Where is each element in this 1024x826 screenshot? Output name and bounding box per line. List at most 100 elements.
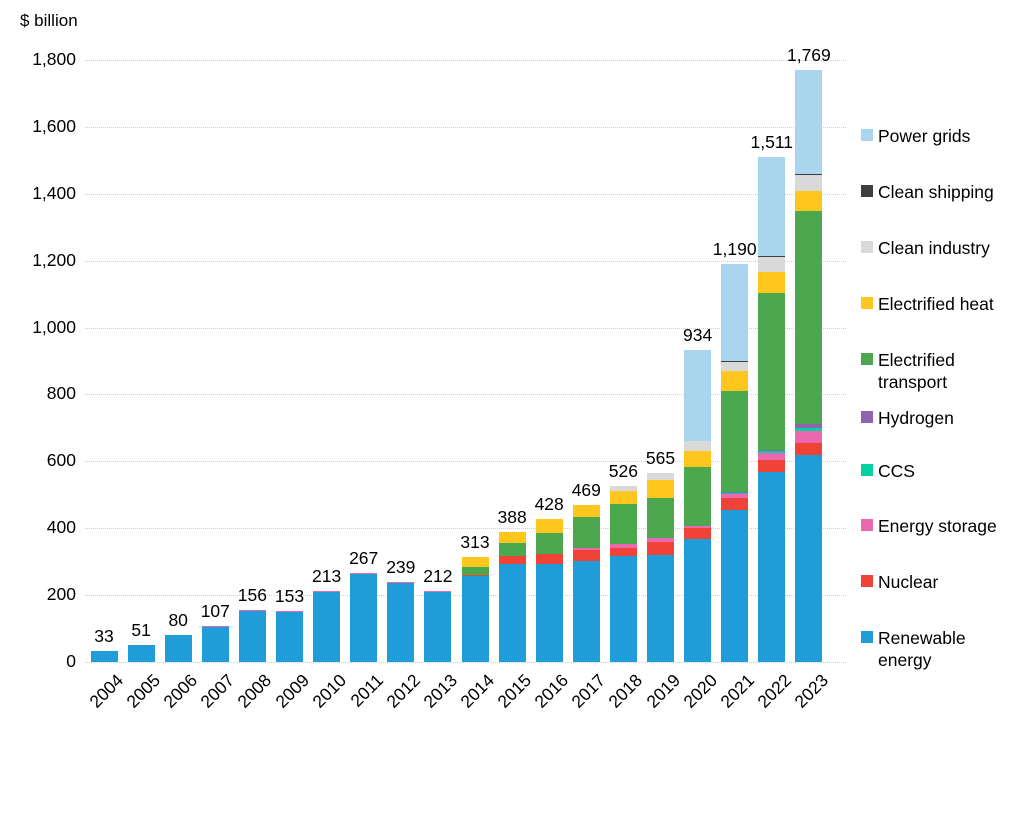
legend-item-electrified-heat: Electrified heat: [861, 293, 994, 315]
bar-segment-energy-storage: [424, 591, 452, 593]
bar-segment-ccs: [758, 450, 786, 454]
bar-segment-clean-industry: [647, 473, 674, 480]
legend-label: Clean shipping: [878, 182, 994, 202]
bar-segment-energy-storage: [313, 590, 341, 592]
legend-swatch-icon: [861, 631, 873, 643]
bar-segment-electrified-transport: [647, 498, 674, 539]
bar-total-label: 107: [200, 601, 230, 622]
bar-segment-ccs: [721, 492, 749, 494]
bar-segment-clean-industry: [609, 486, 637, 492]
bar-segment-renewable-energy: [461, 575, 489, 662]
y-tick-label: 1,800: [32, 49, 76, 69]
bar-segment-renewable-energy: [90, 650, 118, 662]
legend-item-renewable-energy: Renewable energy: [861, 627, 1014, 672]
bar-segment-nuclear: [684, 527, 712, 539]
bar-segment-clean-industry: [758, 256, 786, 273]
y-tick-label: 600: [46, 450, 76, 471]
bar-total-label: 51: [131, 619, 151, 640]
bar-segment-renewable-energy: [201, 626, 229, 662]
legend-label: CCS: [878, 461, 915, 481]
bar-segment-energy-storage: [721, 493, 749, 499]
legend-swatch-icon: [861, 241, 873, 253]
bar-total-label: 153: [274, 585, 305, 606]
bar-segment-renewable-energy: [238, 610, 266, 662]
bar-total-label: 1,769: [786, 45, 831, 66]
bar-segment-clean-industry: [721, 361, 749, 372]
gridline: [85, 394, 846, 396]
bar-segment-electrified-transport: [721, 391, 749, 493]
legend-label: Electrified transport: [878, 350, 955, 393]
bar-segment-energy-storage: [201, 626, 229, 628]
bar-segment-electrified-heat: [758, 272, 786, 294]
legend-swatch-icon: [861, 297, 873, 309]
bar-total-label: 80: [168, 610, 188, 631]
legend-swatch-icon: [861, 464, 873, 476]
bar-segment-renewable-energy: [535, 564, 563, 662]
bar-segment-electrified-heat: [795, 190, 823, 212]
bar-total-label: 934: [682, 324, 713, 345]
bar-segment-nuclear: [461, 575, 489, 577]
bar-segment-energy-storage: [276, 610, 303, 612]
bar-segment-energy-storage: [350, 572, 378, 574]
bar-segment-electrified-heat: [461, 557, 489, 567]
bar-segment-energy-storage: [238, 609, 266, 611]
bar-total-label: 1,190: [712, 239, 757, 259]
bar-segment-clean-industry: [684, 440, 712, 451]
legend-swatch-icon: [861, 575, 873, 587]
legend-swatch-icon: [861, 353, 873, 365]
gridline: [85, 327, 846, 329]
bar-segment-electrified-transport: [461, 566, 489, 576]
legend-label: Electrified heat: [878, 294, 994, 314]
bar-segment-renewable-energy: [498, 564, 526, 662]
legend-label: Energy storage: [878, 516, 997, 536]
bar-segment-electrified-transport: [572, 517, 600, 549]
bar-total-label: 428: [534, 493, 564, 514]
legend-item-nuclear: Nuclear: [861, 571, 938, 593]
bar-segment-renewable-energy: [609, 555, 637, 662]
y-tick-label: 1,400: [32, 182, 76, 203]
bar-segment-electrified-heat: [721, 371, 749, 392]
bar-segment-clean-shipping: [758, 255, 786, 257]
bar-total-label: 388: [497, 507, 527, 528]
bar-segment-nuclear: [498, 555, 526, 564]
bar-segment-renewable-energy: [313, 591, 341, 662]
bar-segment-energy-storage: [684, 525, 712, 528]
bar-total-label: 156: [237, 584, 267, 605]
bar-segment-nuclear: [535, 554, 563, 565]
legend-label: Renewable energy: [878, 628, 966, 671]
bar-segment-hydrogen: [795, 423, 823, 428]
legend-item-electrified-transport: Electrified transport: [861, 349, 1014, 394]
bar-segment-energy-storage: [572, 548, 600, 551]
bar-segment-energy-storage: [387, 582, 415, 584]
bar-segment-hydrogen: [721, 492, 749, 494]
bar-segment-renewable-energy: [795, 454, 823, 662]
y-tick-label: 200: [46, 584, 76, 605]
bar-segment-nuclear: [572, 550, 600, 561]
legend-item-hydrogen: Hydrogen: [861, 407, 954, 429]
bar-segment-renewable-energy: [424, 592, 452, 662]
legend-item-clean-shipping: Clean shipping: [861, 181, 994, 203]
bar-total-label: 239: [386, 557, 416, 578]
bar-segment-electrified-heat: [647, 479, 674, 499]
bar-segment-electrified-transport: [498, 543, 526, 556]
bar-segment-clean-industry: [795, 175, 823, 191]
bar-segment-clean-shipping: [721, 360, 749, 362]
gridline: [85, 60, 846, 61]
gridline: [85, 528, 846, 530]
legend-item-energy-storage: Energy storage: [861, 515, 997, 537]
y-tick-label: 400: [46, 517, 76, 538]
legend-swatch-icon: [861, 411, 873, 423]
stacked-bar-chart: $ billion 0 200 400 600 800 1,000 1,200 1,400 1,…: [20, 11, 1014, 712]
bar-segment-renewable-energy: [387, 583, 415, 662]
gridline: [85, 461, 846, 463]
bar-segment-electrified-heat: [684, 450, 712, 467]
bar-segment-renewable-energy: [572, 560, 600, 662]
y-tick-label: 800: [46, 383, 76, 404]
bar-segment-energy-storage: [609, 543, 637, 548]
gridline: [85, 126, 846, 128]
bar-segment-electrified-transport: [535, 532, 563, 555]
bar-segment-nuclear: [609, 547, 637, 556]
bar-segment-renewable-energy: [684, 538, 712, 662]
gridline: [85, 662, 846, 663]
bar-segment-energy-storage: [795, 431, 823, 444]
